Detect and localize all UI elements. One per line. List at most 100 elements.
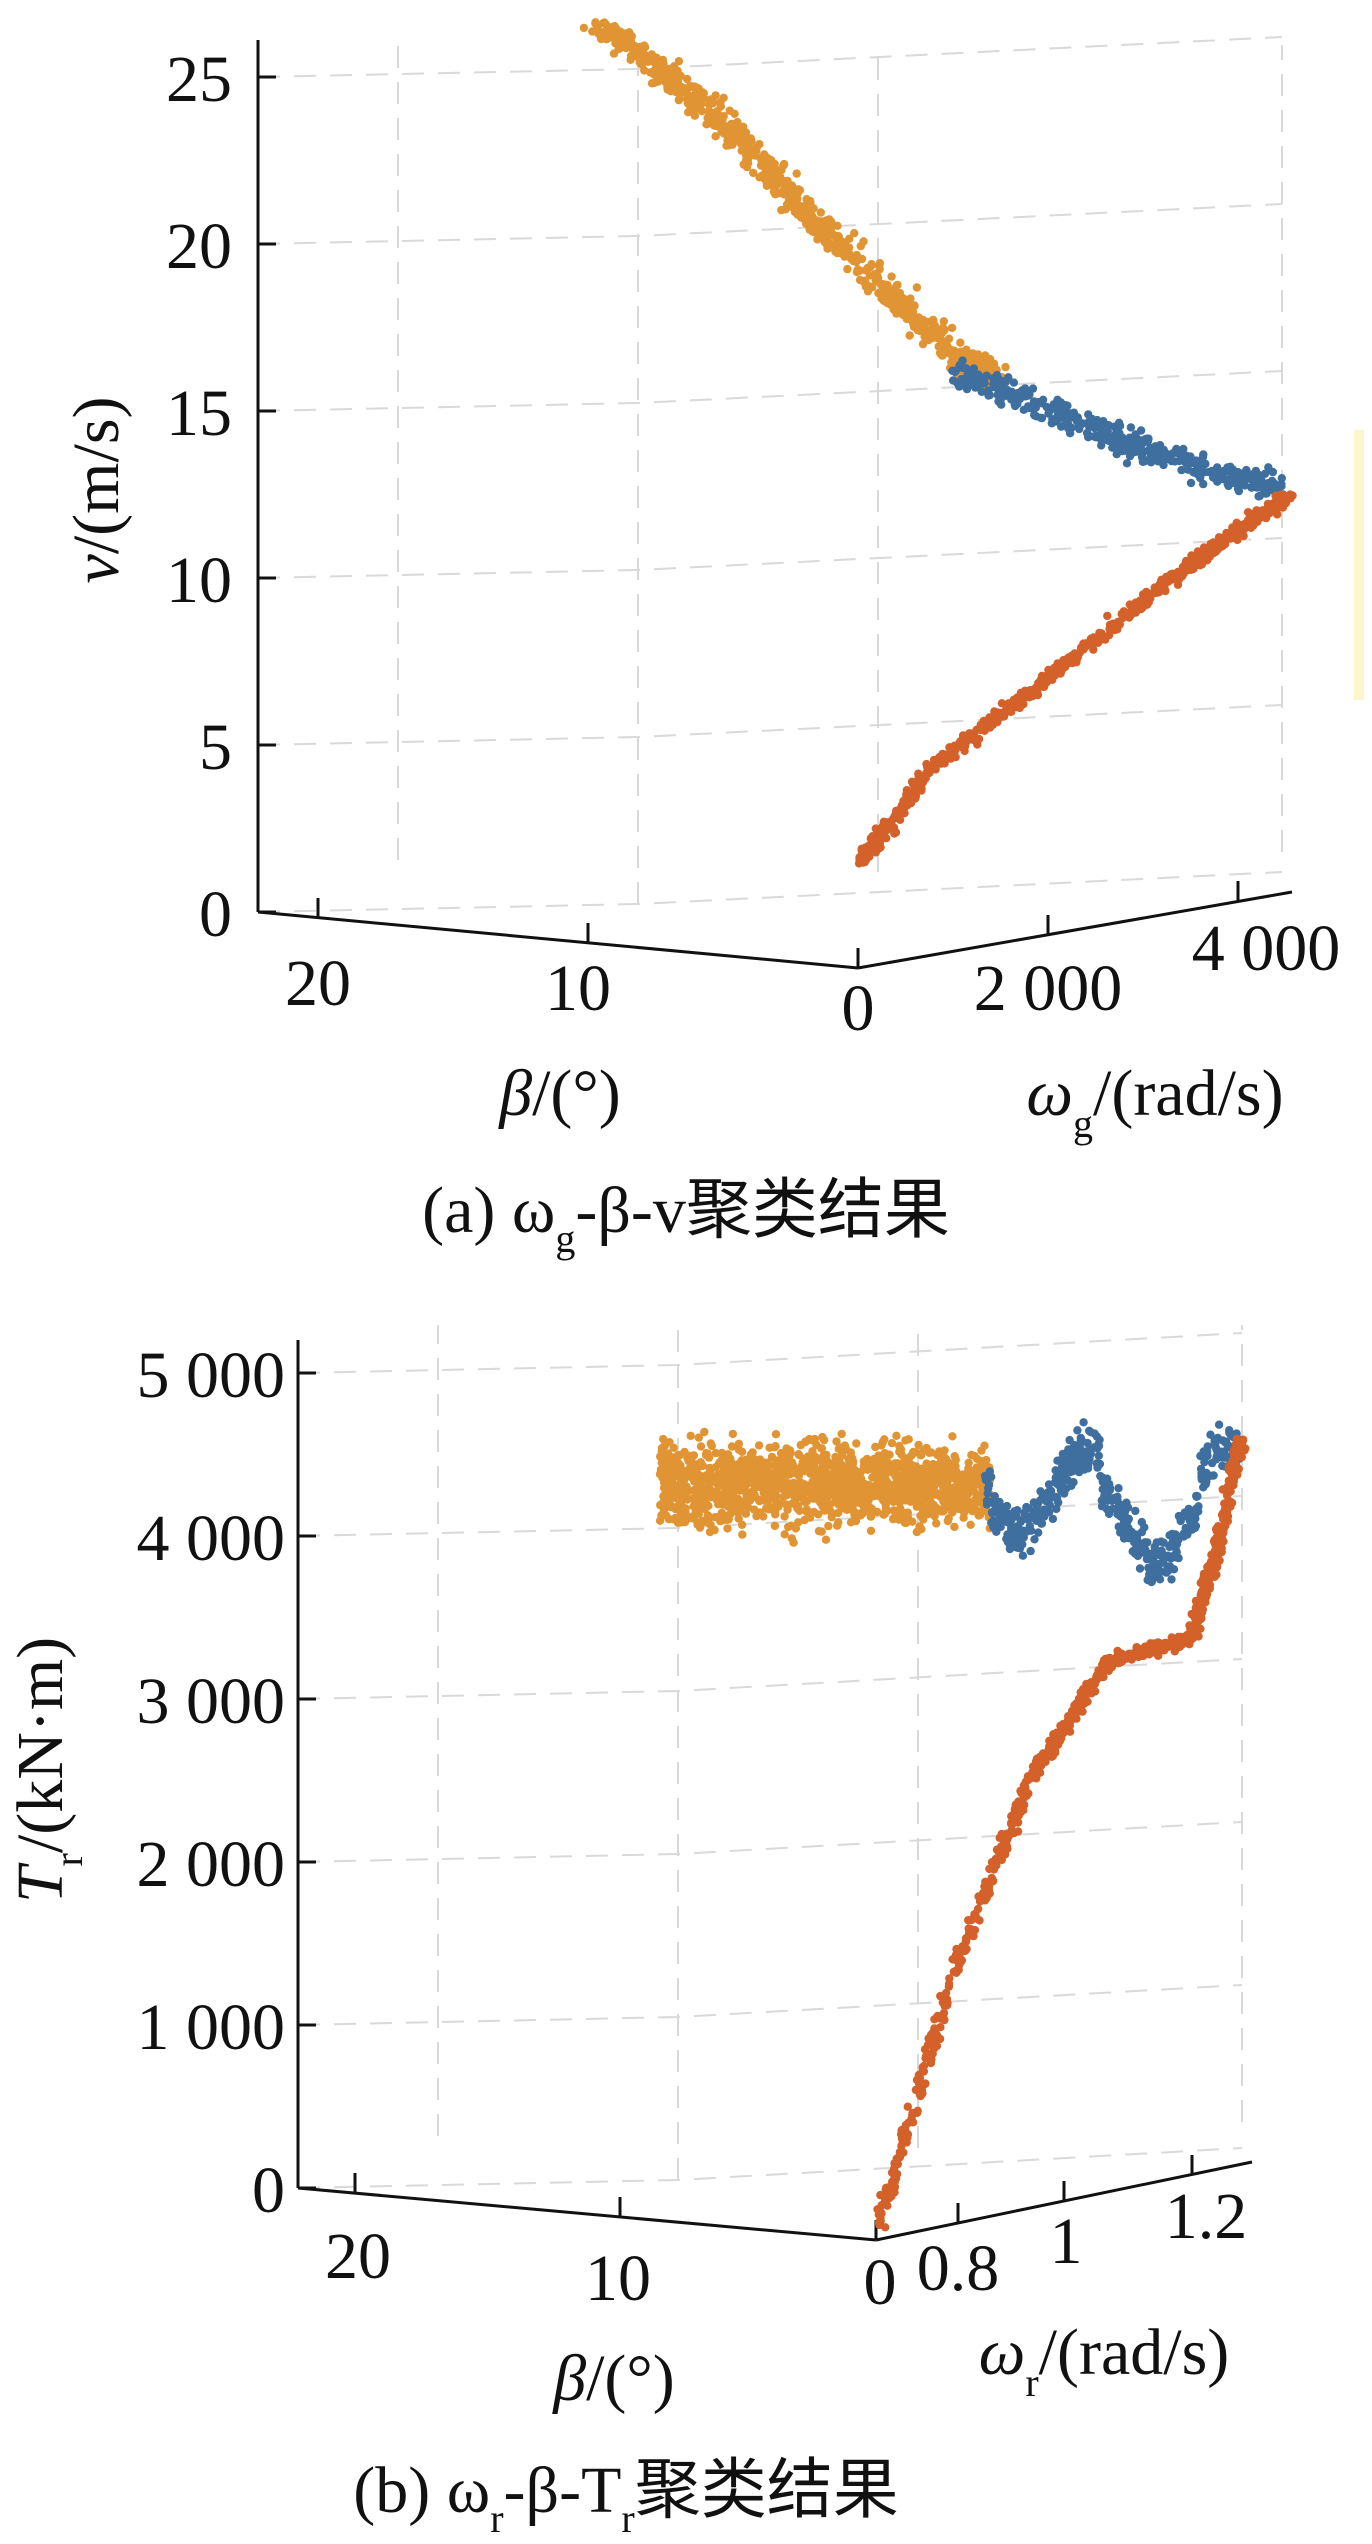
cluster-point-red bbox=[940, 2015, 949, 2025]
grid-line bbox=[257, 871, 1283, 913]
cluster-point-blue bbox=[1206, 1471, 1215, 1481]
cluster-point-orange bbox=[930, 321, 940, 330]
cluster-point-orange bbox=[728, 140, 737, 149]
cluster-point-orange bbox=[694, 1433, 703, 1442]
omega-axis-label-b: ωr/(rad/s) bbox=[979, 2316, 1230, 2405]
cluster-point-orange bbox=[859, 1508, 868, 1518]
cluster-point-blue bbox=[1072, 1452, 1081, 1461]
cluster-point-blue bbox=[1015, 394, 1025, 404]
cluster-point-orange bbox=[801, 1437, 810, 1447]
cluster-point-orange bbox=[696, 1458, 705, 1467]
cluster-point-blue bbox=[988, 1508, 997, 1518]
cluster-point-orange bbox=[893, 291, 903, 300]
cluster-point-blue bbox=[1170, 1532, 1180, 1542]
cluster-point-orange bbox=[658, 1447, 667, 1456]
cluster-point-red bbox=[1261, 513, 1271, 523]
cluster-point-red bbox=[1268, 499, 1278, 508]
cluster-point-orange bbox=[743, 144, 752, 154]
grid-a bbox=[257, 36, 1283, 913]
cluster-point-red bbox=[964, 1916, 973, 1925]
cluster-point-blue bbox=[1199, 1468, 1209, 1478]
caption-a: (a) ωg-β-v聚类结果 bbox=[422, 1174, 950, 1261]
cluster-point-orange bbox=[667, 1467, 676, 1477]
cluster-point-blue bbox=[1045, 1500, 1055, 1510]
cluster-point-orange bbox=[708, 99, 718, 108]
cluster-point-orange bbox=[920, 1504, 929, 1514]
cluster-point-blue bbox=[1114, 418, 1124, 427]
cluster-point-blue bbox=[1191, 466, 1200, 476]
cluster-point-blue bbox=[984, 1484, 993, 1493]
cluster-point-red bbox=[1171, 574, 1181, 583]
cluster-point-orange bbox=[980, 1441, 989, 1450]
cluster-point-orange bbox=[741, 1464, 751, 1474]
cluster-point-blue bbox=[1032, 1503, 1041, 1512]
cluster-point-orange bbox=[874, 1451, 883, 1460]
grid-line bbox=[297, 1984, 1243, 2026]
cluster-point-orange bbox=[727, 1442, 737, 1451]
cluster-point-orange bbox=[842, 1474, 851, 1483]
cluster-point-blue bbox=[1026, 1546, 1035, 1556]
cluster-point-blue bbox=[1177, 465, 1186, 475]
cluster-point-red bbox=[1011, 1800, 1020, 1809]
z-tick-label-a: 0 bbox=[199, 878, 232, 951]
cluster-point-orange bbox=[901, 1436, 910, 1445]
cluster-point-orange bbox=[640, 66, 649, 75]
cluster-point-orange bbox=[690, 1477, 699, 1486]
cluster-point-orange bbox=[700, 1427, 709, 1437]
cluster-point-red bbox=[1229, 1464, 1238, 1473]
cluster-point-blue bbox=[994, 397, 1003, 406]
cluster-point-orange bbox=[879, 1510, 888, 1519]
cluster-point-orange bbox=[864, 281, 873, 290]
cluster-point-orange bbox=[938, 1456, 947, 1465]
cluster-point-orange bbox=[893, 280, 902, 290]
cluster-point-blue bbox=[1049, 403, 1059, 412]
cluster-point-orange bbox=[738, 1530, 747, 1539]
cluster-point-red bbox=[1218, 1485, 1227, 1494]
cluster-point-orange bbox=[838, 1451, 847, 1460]
cluster-point-red bbox=[1081, 1688, 1091, 1698]
cluster-point-orange bbox=[933, 1478, 943, 1488]
cluster-point-orange bbox=[626, 55, 635, 64]
cluster-point-orange bbox=[909, 321, 918, 330]
cluster-point-orange bbox=[694, 1509, 703, 1519]
cluster-point-orange bbox=[806, 209, 815, 219]
cluster-point-red bbox=[904, 792, 913, 801]
cluster-point-red bbox=[890, 2164, 899, 2173]
cluster-point-red bbox=[1219, 1515, 1228, 1524]
cluster-point-orange bbox=[663, 68, 673, 77]
cluster-point-orange bbox=[956, 338, 965, 347]
cluster-point-orange bbox=[826, 1507, 835, 1516]
cluster-point-orange bbox=[810, 218, 820, 227]
cluster-point-blue bbox=[1170, 1552, 1179, 1562]
cluster-point-blue bbox=[1061, 1462, 1070, 1471]
cluster-point-orange bbox=[766, 1485, 775, 1495]
cluster-point-orange bbox=[673, 1450, 683, 1460]
cluster-point-blue bbox=[977, 387, 986, 396]
cluster-point-red bbox=[968, 732, 977, 742]
cluster-point-blue bbox=[1095, 1435, 1104, 1445]
cluster-point-red bbox=[964, 1924, 973, 1933]
cluster-point-orange bbox=[755, 173, 764, 182]
cluster-point-red bbox=[1231, 1451, 1240, 1461]
cluster-point-orange bbox=[940, 1478, 949, 1487]
cluster-point-blue bbox=[1030, 1535, 1039, 1544]
z-ticks-a: 0 5 10 15 20 25 bbox=[166, 43, 276, 951]
cluster-point-orange bbox=[950, 1522, 959, 1532]
cluster-point-blue bbox=[1172, 448, 1182, 458]
cluster-point-red bbox=[1133, 603, 1143, 612]
cluster-point-red bbox=[959, 1944, 968, 1954]
cluster-point-orange bbox=[817, 234, 826, 243]
cluster-point-blue bbox=[1083, 429, 1092, 438]
cluster-point-red bbox=[1065, 1727, 1075, 1736]
cluster-point-orange bbox=[645, 54, 655, 63]
grid-line bbox=[257, 537, 1283, 579]
cluster-point-red bbox=[1051, 1748, 1060, 1757]
cluster-point-red bbox=[1049, 671, 1059, 680]
cluster-point-blue bbox=[949, 376, 958, 385]
cluster-point-orange bbox=[794, 1518, 803, 1527]
cluster-point-blue bbox=[1123, 444, 1132, 453]
cluster-point-orange bbox=[966, 1520, 975, 1530]
cluster-point-blue bbox=[1046, 1486, 1055, 1496]
cluster-point-red bbox=[952, 1968, 961, 1978]
cluster-point-blue bbox=[1203, 1442, 1212, 1451]
